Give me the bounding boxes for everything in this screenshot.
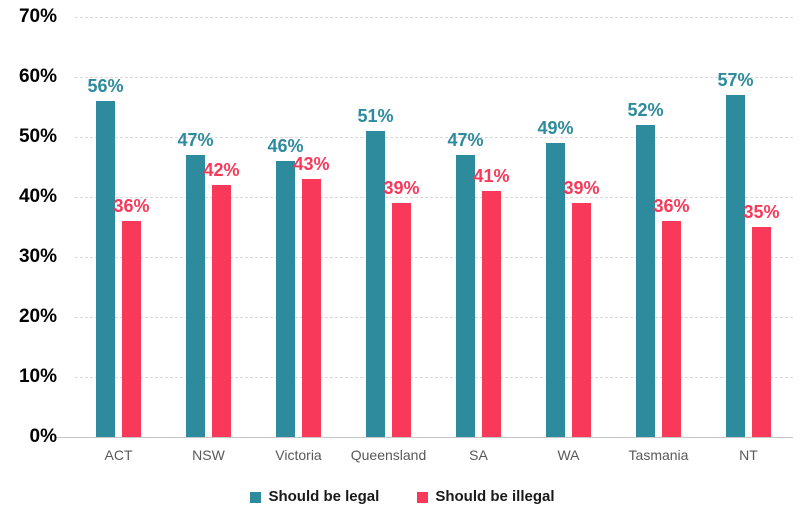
bar-value-label-should-be-legal-nt: 57% bbox=[717, 70, 754, 90]
bar-should-be-legal-tasmania bbox=[636, 125, 655, 437]
bar-should-be-legal-wa bbox=[546, 143, 565, 437]
x-category-label-act: ACT bbox=[104, 447, 133, 463]
y-tick-label-0: 0% bbox=[29, 426, 57, 447]
bar-should-be-legal-nt bbox=[726, 95, 745, 437]
bar-should-be-illegal-victoria bbox=[302, 179, 321, 437]
y-tick-label-10: 10% bbox=[18, 366, 57, 387]
bar-should-be-legal-act bbox=[96, 101, 115, 437]
gridline-60 bbox=[75, 77, 793, 78]
legend-label-illegal: Should be illegal bbox=[435, 488, 555, 505]
bar-value-label-should-be-illegal-tasmania: 36% bbox=[653, 196, 690, 216]
bar-value-label-should-be-legal-wa: 49% bbox=[537, 118, 574, 138]
bar-value-label-should-be-illegal-wa: 39% bbox=[563, 178, 600, 198]
x-category-label-wa: WA bbox=[557, 447, 580, 463]
x-category-label-tasmania: Tasmania bbox=[628, 447, 689, 463]
bar-should-be-illegal-nsw bbox=[212, 185, 231, 437]
bar-value-label-should-be-illegal-nt: 35% bbox=[743, 202, 780, 222]
bar-value-label-should-be-legal-queensland: 51% bbox=[357, 106, 394, 126]
legend: Should be legal Should be illegal bbox=[0, 488, 805, 506]
gridline-40 bbox=[75, 197, 793, 198]
x-category-label-nsw: NSW bbox=[192, 447, 225, 463]
bar-value-label-should-be-legal-sa: 47% bbox=[447, 130, 484, 150]
bar-should-be-illegal-act bbox=[122, 221, 141, 437]
legend-swatch-illegal-icon bbox=[417, 491, 429, 503]
y-tick-label-30: 30% bbox=[18, 246, 57, 267]
bar-should-be-legal-victoria bbox=[276, 161, 295, 437]
y-tick-label-60: 60% bbox=[18, 66, 57, 87]
legend-item-should-be-legal: Should be legal bbox=[250, 488, 379, 506]
bar-should-be-legal-nsw bbox=[186, 155, 205, 437]
bar-value-label-should-be-legal-act: 56% bbox=[87, 76, 124, 96]
bar-value-label-should-be-illegal-act: 36% bbox=[113, 196, 150, 216]
x-axis-line bbox=[56, 437, 793, 438]
y-tick-label-40: 40% bbox=[18, 186, 57, 207]
gridline-70 bbox=[75, 17, 793, 18]
bar-should-be-illegal-tasmania bbox=[662, 221, 681, 437]
legend-swatch-legal-icon bbox=[250, 491, 262, 503]
bar-should-be-legal-queensland bbox=[366, 131, 385, 437]
x-category-label-sa: SA bbox=[469, 447, 488, 463]
bar-value-label-should-be-legal-victoria: 46% bbox=[267, 136, 304, 156]
bar-should-be-illegal-wa bbox=[572, 203, 591, 437]
x-category-label-victoria: Victoria bbox=[275, 447, 322, 463]
gridline-30 bbox=[75, 257, 793, 258]
bar-value-label-should-be-illegal-nsw: 42% bbox=[203, 160, 240, 180]
legend-item-should-be-illegal: Should be illegal bbox=[417, 488, 555, 506]
x-category-label-queensland: Queensland bbox=[350, 447, 427, 463]
bar-value-label-should-be-illegal-queensland: 39% bbox=[383, 178, 420, 198]
y-tick-label-50: 50% bbox=[18, 126, 57, 147]
bar-should-be-illegal-queensland bbox=[392, 203, 411, 437]
bar-value-label-should-be-illegal-victoria: 43% bbox=[293, 154, 330, 174]
y-tick-label-20: 20% bbox=[18, 306, 57, 327]
gridline-50 bbox=[75, 137, 793, 138]
bar-value-label-should-be-legal-nsw: 47% bbox=[177, 130, 214, 150]
y-tick-label-70: 70% bbox=[18, 6, 57, 27]
bar-should-be-illegal-nt bbox=[752, 227, 771, 437]
legend-label-legal: Should be legal bbox=[268, 488, 380, 505]
bar-value-label-should-be-legal-tasmania: 52% bbox=[627, 100, 664, 120]
bar-should-be-illegal-sa bbox=[482, 191, 501, 437]
bar-should-be-legal-sa bbox=[456, 155, 475, 437]
x-category-label-nt: NT bbox=[739, 447, 758, 463]
gridline-20 bbox=[75, 317, 793, 318]
gridline-10 bbox=[75, 377, 793, 378]
bar-value-label-should-be-illegal-sa: 41% bbox=[473, 166, 510, 186]
